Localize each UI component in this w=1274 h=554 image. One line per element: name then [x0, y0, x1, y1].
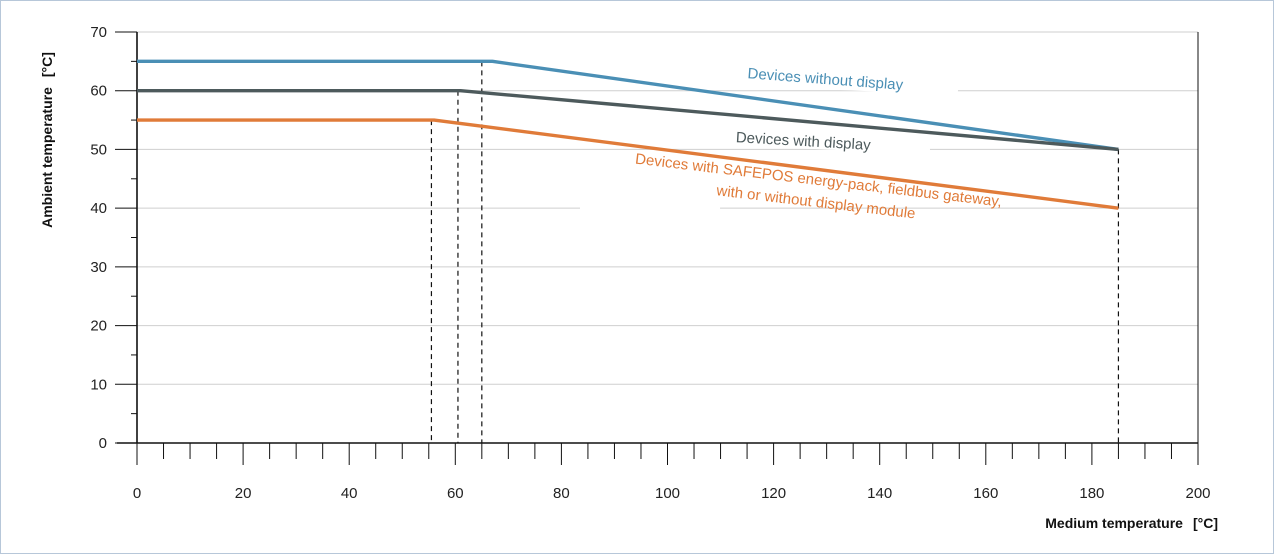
x-tick-label-0: 0 — [133, 485, 141, 502]
y-tick-label-70: 70 — [90, 24, 107, 41]
series-label-backing-0 — [699, 74, 959, 95]
y-axis-title-text: Ambient temperature — [39, 87, 55, 228]
y-axis-title: Ambient temperature [°C] — [39, 52, 55, 228]
series-line-1 — [137, 89, 1119, 152]
x-tick-label-180: 180 — [1079, 485, 1104, 502]
y-tick-label-20: 20 — [90, 318, 107, 335]
x-axis-title-text: Medium temperature — [1045, 515, 1183, 531]
x-axis-ticks: 0 20 40 60 80 100 120 140 160 180 200 — [133, 443, 1211, 502]
x-tick-label-140: 140 — [867, 485, 892, 502]
x-tick-label-160: 160 — [973, 485, 998, 502]
y-tick-label-40: 40 — [90, 200, 107, 217]
series-lines — [137, 59, 1119, 210]
series-label-0-line-0: Devices without display — [747, 65, 904, 94]
series-label-1-line-0: Devices with display — [735, 129, 871, 154]
series-label-0: Devices without display — [747, 65, 904, 94]
x-tick-label-40: 40 — [341, 485, 358, 502]
series-label-backing-2 — [579, 201, 721, 213]
series-label-1: Devices with display — [735, 129, 871, 154]
y-axis-unit: [°C] — [39, 52, 55, 77]
series-label-2: Devices with SAFEPOS energy-pack, fieldb… — [632, 151, 1003, 233]
series-line-0 — [137, 59, 1119, 152]
series-label-backing-1 — [699, 134, 931, 154]
x-tick-label-20: 20 — [235, 485, 252, 502]
y-tick-label-0: 0 — [99, 435, 107, 452]
y-tick-label-30: 30 — [90, 259, 107, 276]
x-tick-label-120: 120 — [761, 485, 786, 502]
y-tick-label-50: 50 — [90, 141, 107, 158]
x-tick-label-100: 100 — [655, 485, 680, 502]
y-tick-label-60: 60 — [90, 83, 107, 100]
x-tick-label-200: 200 — [1185, 485, 1210, 502]
series-line-2 — [137, 118, 1119, 210]
x-tick-label-60: 60 — [447, 485, 464, 502]
x-axis-title: Medium temperature [°C] — [1045, 515, 1218, 531]
x-axis-unit: [°C] — [1193, 515, 1218, 531]
axes — [117, 32, 1199, 444]
y-tick-label-10: 10 — [90, 376, 107, 393]
y-axis-ticks: 0 10 20 30 40 50 60 70 — [90, 24, 137, 452]
x-tick-label-80: 80 — [553, 485, 570, 502]
